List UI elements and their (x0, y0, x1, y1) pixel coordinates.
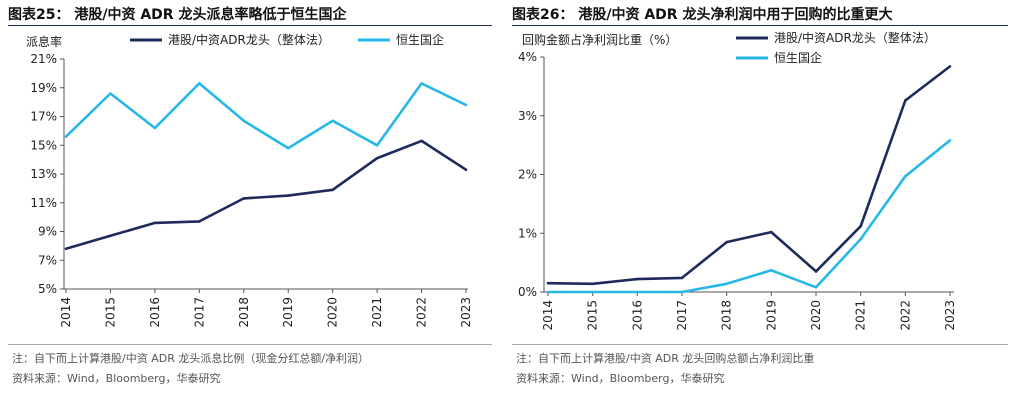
data-point (546, 290, 550, 294)
series-line-1 (65, 139, 467, 251)
data-point (375, 156, 379, 160)
legend-label: 恒生国企 (396, 32, 444, 47)
x-tick-label: 2015 (586, 300, 600, 331)
chart-title: 图表25： 港股/中资 ADR 龙头派息率略低于恒生国企 (8, 7, 347, 23)
x-tick-label: 2014 (541, 300, 555, 331)
data-point (286, 146, 290, 150)
x-tick-label: 2015 (103, 297, 117, 328)
chart-source: 资料来源：Wind，Bloomberg，华泰研究 (12, 372, 221, 385)
chart-title: 图表26： 港股/中资 ADR 龙头净利润中用于回购的比重更大 (512, 7, 893, 23)
legend-label: 恒生国企 (774, 50, 822, 65)
data-point (948, 139, 952, 142)
series-line-1 (547, 65, 951, 286)
legend-label: 港股/中资ADR龙头（整体法） (168, 32, 330, 47)
y-tick-label: 9% (38, 225, 57, 239)
data-point (814, 286, 818, 289)
data-point (153, 126, 157, 130)
data-point (286, 194, 290, 197)
x-tick-label: 2020 (809, 300, 823, 331)
data-point (770, 230, 773, 234)
data-point (331, 119, 334, 123)
data-point (420, 82, 423, 85)
legend-label: 港股/中资ADR龙头（整体法） (774, 30, 936, 45)
buyback-ratio-chart: 0% 1% 2% 3% 4% 2014 2015 2016 2017 2018 2019 2020 20… (518, 30, 957, 331)
x-tick-label: 2017 (675, 300, 689, 331)
data-point (109, 234, 112, 238)
x-tick-label: 2022 (898, 300, 912, 331)
y-tick-label: 0% (518, 285, 537, 299)
chart-panel-buyback: 图表26： 港股/中资 ADR 龙头净利润中用于回购的比重更大 0% 1% 2% 3%… (504, 0, 1008, 404)
data-point (591, 290, 594, 294)
data-point (680, 290, 684, 294)
x-tick-label: 2017 (192, 297, 206, 328)
series-line-2 (548, 139, 951, 294)
series-line-2 (65, 82, 467, 150)
x-tick-label: 2021 (854, 300, 868, 331)
data-point (636, 290, 639, 294)
y-tick-label: 2% (518, 168, 537, 182)
y-tick-label: 7% (38, 253, 57, 267)
chart-panel-payout: 图表25： 港股/中资 ADR 龙头派息率略低于恒生国企 5% 7% 9% 11% 13… (0, 0, 492, 404)
y-axis-label: 派息率 (26, 34, 62, 49)
data-point (725, 282, 728, 286)
x-tick-label: 2023 (459, 297, 473, 328)
y-tick-label: 19% (30, 81, 57, 95)
data-point (64, 247, 68, 251)
data-point (420, 139, 423, 143)
y-tick-label: 5% (38, 282, 57, 296)
x-tick-label: 2020 (326, 297, 340, 328)
x-tick-label: 2021 (370, 297, 384, 328)
x-tick-label: 2019 (281, 297, 295, 328)
footer-rule (512, 344, 1008, 345)
data-point (904, 99, 907, 102)
payout-ratio-chart: 5% 7% 9% 11% 13% 15% 17% 19% 21% 2014 2015 2016 2017… (26, 32, 473, 328)
data-point (859, 224, 862, 228)
x-tick-label: 2018 (237, 297, 251, 328)
data-point (64, 135, 68, 138)
data-point (331, 188, 334, 192)
data-point (464, 103, 468, 107)
y-tick-label: 3% (518, 109, 537, 123)
data-point (198, 220, 201, 223)
data-point (680, 276, 684, 280)
y-tick-label: 4% (518, 50, 537, 64)
y-tick-label: 13% (30, 167, 57, 181)
x-tick-label: 2016 (148, 297, 162, 328)
y-axis-label: 回购金额占净利润比重（%） (522, 32, 677, 47)
data-point (770, 268, 773, 272)
data-point (242, 197, 246, 200)
y-tick-label: 1% (518, 226, 537, 240)
x-tick-label: 2023 (943, 300, 957, 331)
title-rule (8, 25, 492, 26)
data-point (591, 282, 594, 286)
data-point (198, 82, 201, 85)
x-tick-label: 2014 (59, 297, 73, 328)
x-tick-label: 2022 (415, 297, 429, 328)
x-tick-label: 2019 (764, 300, 778, 331)
chart-note: 注：自下而上计算港股/中资 ADR 龙头回购总额占净利润比重 (516, 352, 815, 365)
data-point (242, 119, 246, 123)
data-point (464, 168, 468, 171)
data-point (725, 240, 728, 244)
y-tick-label: 11% (30, 196, 57, 210)
data-point (546, 281, 550, 285)
data-point (109, 92, 112, 95)
y-tick-label: 17% (30, 110, 57, 124)
x-tick-label: 2016 (630, 300, 644, 331)
chart-note: 注：自下而上计算港股/中资 ADR 龙头派息比例（现金分红总额/净利润） (12, 352, 370, 365)
data-point (153, 221, 157, 225)
data-point (904, 174, 907, 178)
y-tick-label: 21% (30, 52, 57, 66)
data-point (859, 237, 862, 241)
title-rule (512, 25, 1008, 26)
footer-rule (8, 344, 492, 345)
data-point (375, 143, 379, 147)
chart-source: 资料来源：Wind，Bloomberg，华泰研究 (516, 372, 725, 385)
x-tick-label: 2018 (720, 300, 734, 331)
data-point (636, 277, 639, 281)
data-point (948, 65, 952, 68)
y-tick-label: 15% (30, 138, 57, 152)
data-point (814, 270, 818, 273)
